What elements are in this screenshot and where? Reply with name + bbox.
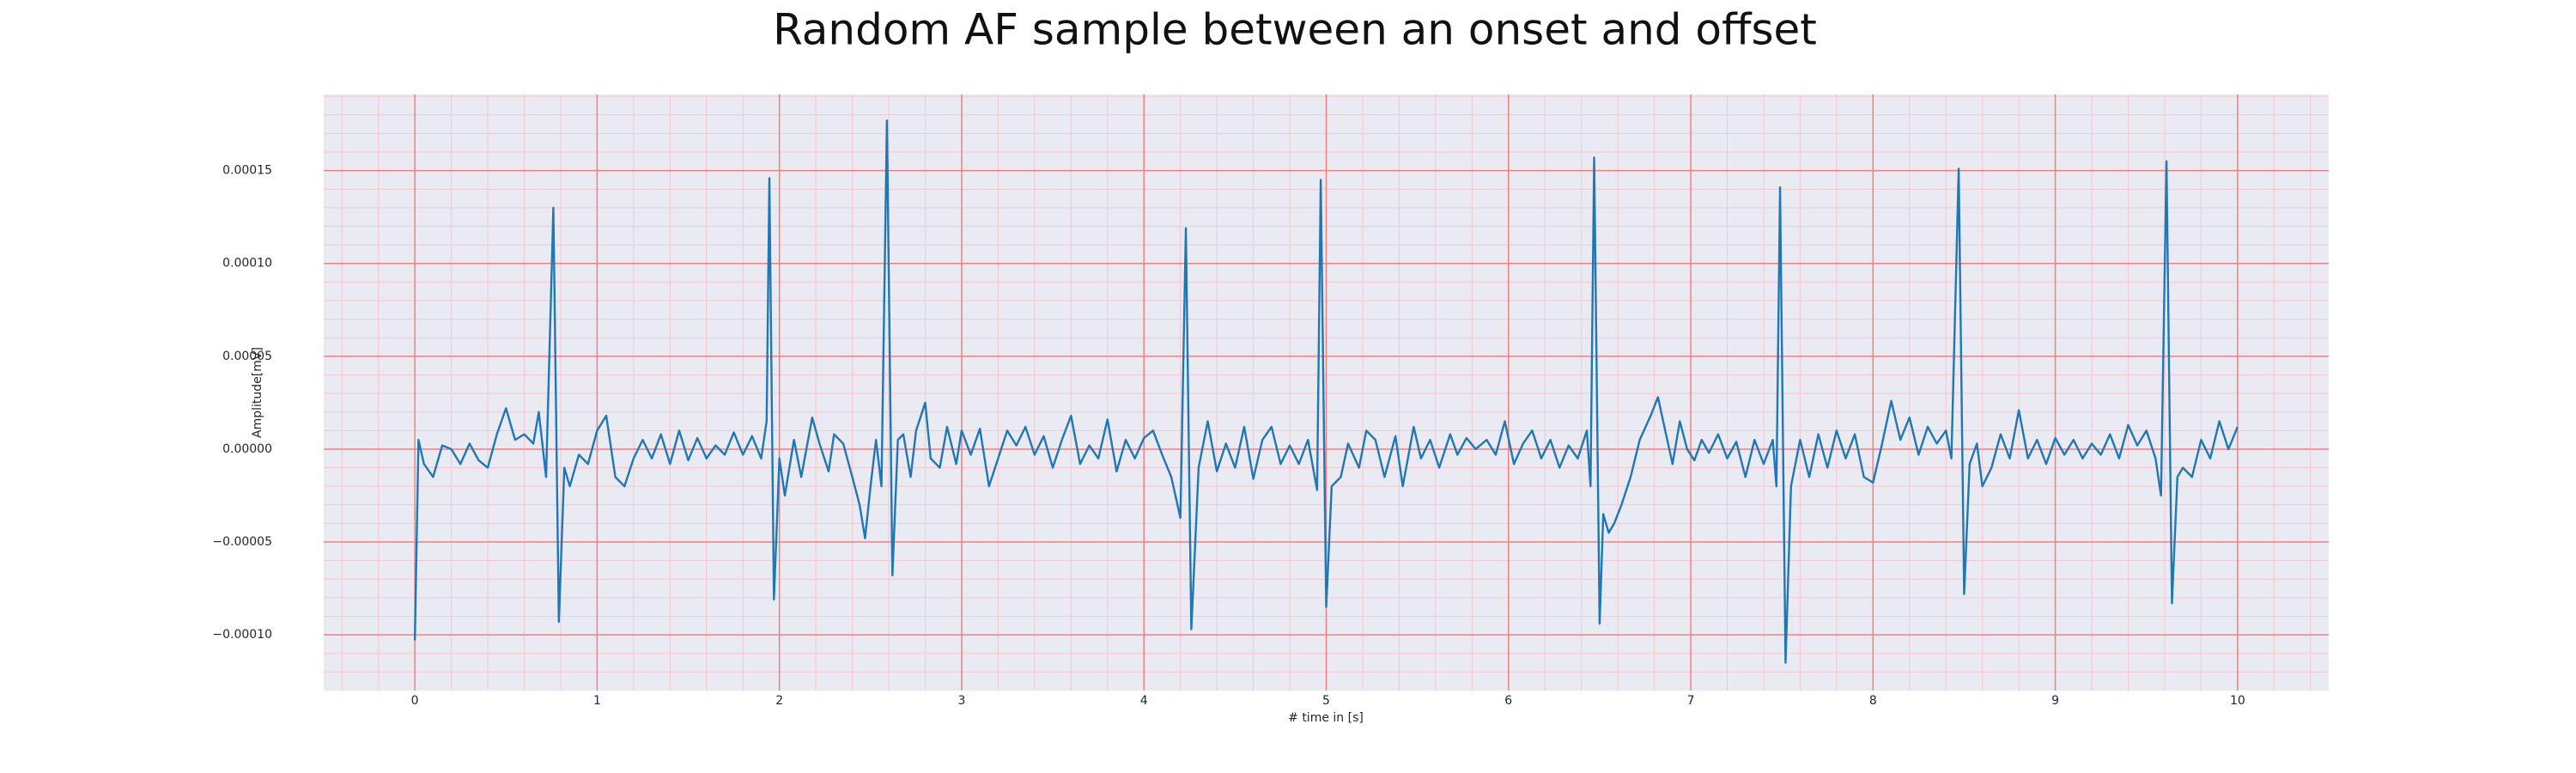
y-tick-label: 0.00005 (222, 350, 272, 363)
x-tick-label: 5 (1322, 694, 1330, 708)
x-tick-label: 2 (775, 694, 783, 708)
x-tick-label: 10 (2230, 694, 2245, 708)
x-axis-label: # time in [s] (1288, 711, 1364, 725)
chart-title: Random AF sample between an onset and of… (773, 5, 1817, 55)
y-tick-label: −0.00010 (212, 628, 272, 642)
x-tick-label: 0 (411, 694, 419, 708)
x-tick-label: 4 (1140, 694, 1148, 708)
x-tick-label: 3 (957, 694, 965, 708)
y-tick-label: 0.00000 (222, 442, 272, 456)
x-tick-label: 6 (1504, 694, 1512, 708)
y-tick-label: 0.00010 (222, 257, 272, 271)
y-tick-label: 0.00015 (222, 164, 272, 178)
signal-line (413, 119, 2239, 664)
x-tick-label: 8 (1869, 694, 1877, 708)
marks (413, 119, 2239, 664)
y-tick-label: −0.00005 (212, 535, 272, 549)
y-axis-label: Amplitude[mV] (251, 347, 264, 438)
x-tick-label: 7 (1687, 694, 1695, 708)
x-tick-label: 9 (2051, 694, 2059, 708)
x-tick-label: 1 (593, 694, 601, 708)
labels: 0 1 2 3 4 5 6 7 8 9 10 −0.00010 −0.00005 0.00000 0.000… (212, 164, 2245, 708)
